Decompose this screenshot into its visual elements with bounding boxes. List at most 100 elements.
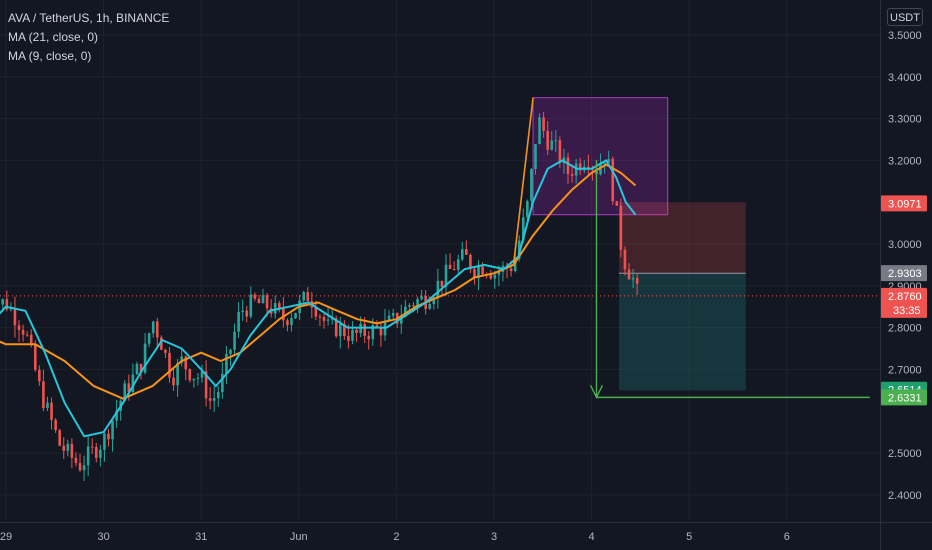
candle-down[interactable] [155, 321, 159, 338]
candle-down[interactable] [29, 334, 33, 345]
candle-up[interactable] [216, 392, 220, 399]
candle-down[interactable] [379, 326, 383, 336]
candle-down[interactable] [343, 324, 346, 336]
candle-up[interactable] [603, 162, 606, 164]
candle-up[interactable] [404, 306, 407, 317]
candle-down[interactable] [42, 381, 45, 409]
candle-up[interactable] [115, 410, 118, 421]
candle-up[interactable] [550, 140, 554, 150]
candle-down[interactable] [184, 356, 188, 370]
candle-down[interactable] [54, 419, 57, 431]
candle-up[interactable] [631, 277, 635, 280]
candle-up[interactable] [387, 315, 391, 321]
candle-down[interactable] [627, 269, 631, 280]
candle-up[interactable] [428, 304, 432, 309]
candle-up[interactable] [200, 371, 204, 378]
candle-down[interactable] [558, 140, 562, 163]
candle-down[interactable] [619, 205, 623, 250]
candle-down[interactable] [509, 268, 513, 272]
candle-up[interactable] [229, 349, 232, 354]
candle-down[interactable] [363, 323, 366, 336]
ma21-legend[interactable]: MA (21, close, 0) [8, 30, 99, 44]
candle-down[interactable] [17, 325, 21, 330]
candle-down[interactable] [257, 298, 261, 304]
candle-up[interactable] [221, 373, 224, 393]
candle-up[interactable] [330, 318, 334, 320]
candle-down[interactable] [78, 463, 82, 471]
candle-down[interactable] [286, 320, 289, 326]
candle-up[interactable] [1, 299, 5, 305]
candle-down[interactable] [635, 277, 639, 284]
candle-up[interactable] [493, 274, 497, 279]
candle-down[interactable] [90, 446, 94, 448]
candle-down[interactable] [139, 363, 143, 373]
candle-down[interactable] [347, 335, 350, 341]
ma21-line[interactable] [0, 163, 637, 400]
ma9-legend[interactable]: MA (9, close, 0) [8, 49, 92, 63]
candle-down[interactable] [204, 371, 208, 399]
candle-down[interactable] [542, 117, 545, 131]
candle-up[interactable] [530, 168, 533, 201]
candle-up[interactable] [444, 264, 448, 287]
candle-down[interactable] [172, 377, 175, 386]
candle-down[interactable] [188, 369, 192, 381]
candle-up[interactable] [391, 312, 395, 316]
candle-up[interactable] [326, 319, 330, 321]
candle-up[interactable] [147, 333, 151, 344]
candle-up[interactable] [233, 331, 236, 350]
candle-down[interactable] [318, 316, 322, 318]
candle-up[interactable] [176, 363, 179, 386]
candle-up[interactable] [534, 144, 537, 169]
candle-down[interactable] [253, 294, 257, 299]
candle-down[interactable] [375, 325, 379, 327]
candle-up[interactable] [135, 363, 139, 375]
candle-up[interactable] [497, 272, 501, 275]
candle-down[interactable] [615, 201, 619, 206]
candle-up[interactable] [607, 158, 610, 163]
candle-up[interactable] [249, 294, 253, 317]
candle-up[interactable] [574, 163, 578, 176]
candle-down[interactable] [611, 158, 615, 202]
candle-up[interactable] [432, 297, 436, 305]
candle-up[interactable] [9, 308, 13, 310]
candle-down[interactable] [62, 445, 66, 451]
candle-down[interactable] [489, 274, 493, 279]
candle-down[interactable] [107, 433, 110, 440]
candle-down[interactable] [440, 280, 444, 287]
candle-up[interactable] [241, 310, 244, 312]
candle-down[interactable] [265, 295, 269, 309]
candle-up[interactable] [103, 433, 106, 450]
candle-down[interactable] [21, 329, 25, 335]
candle-up[interactable] [212, 398, 216, 401]
impulse-trend-line[interactable] [512, 97, 534, 265]
candle-up[interactable] [111, 420, 114, 440]
candle-down[interactable] [322, 316, 326, 321]
candle-down[interactable] [546, 130, 549, 150]
candle-up[interactable] [513, 258, 517, 272]
candle-up[interactable] [351, 329, 354, 341]
candle-up[interactable] [599, 163, 602, 175]
candle-up[interactable] [436, 280, 440, 298]
candle-up[interactable] [371, 325, 375, 340]
candle-up[interactable] [456, 259, 460, 270]
candle-up[interactable] [66, 443, 70, 451]
candle-up[interactable] [196, 377, 200, 379]
candle-up[interactable] [225, 353, 228, 374]
candle-down[interactable] [58, 430, 61, 446]
ma9-line[interactable] [0, 159, 637, 438]
candle-up[interactable] [261, 295, 265, 304]
candle-down[interactable] [587, 166, 590, 169]
candle-up[interactable] [151, 321, 155, 334]
candle-up[interactable] [180, 356, 183, 364]
candle-up[interactable] [294, 313, 297, 319]
candle-down[interactable] [164, 349, 167, 353]
candle-up[interactable] [554, 140, 558, 142]
candle-up[interactable] [46, 402, 49, 409]
candle-down[interactable] [50, 402, 53, 420]
stop-loss-zone[interactable] [618, 202, 746, 274]
take-profit-zone[interactable] [618, 273, 746, 391]
candle-up[interactable] [477, 266, 480, 279]
candle-down[interactable] [412, 305, 415, 307]
candle-up[interactable] [143, 343, 147, 373]
